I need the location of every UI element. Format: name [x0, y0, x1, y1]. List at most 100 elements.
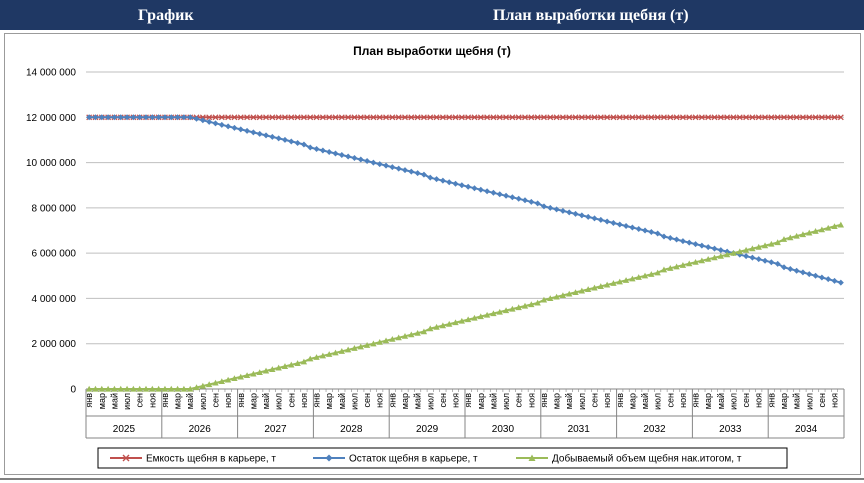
- y-tick-label: 2 000 000: [32, 339, 77, 350]
- data-point: [616, 221, 623, 228]
- x-month-label: июл: [804, 393, 814, 410]
- data-point: [806, 114, 813, 121]
- data-point: [180, 114, 187, 121]
- data-point: [401, 332, 409, 339]
- x-year-label: 2029: [416, 424, 439, 435]
- data-point: [332, 349, 339, 356]
- data-point: [364, 114, 371, 121]
- data-point: [174, 385, 181, 392]
- data-point: [104, 385, 112, 392]
- data-point: [319, 352, 327, 359]
- data-point: [534, 200, 541, 207]
- data-point: [686, 260, 693, 267]
- data-point: [521, 302, 529, 309]
- data-point: [382, 337, 390, 344]
- data-point: [717, 252, 725, 259]
- data-point: [427, 114, 434, 121]
- data-point: [458, 182, 465, 189]
- data-point: [85, 385, 93, 392]
- data-point: [559, 207, 566, 214]
- data-point: [673, 236, 680, 243]
- x-month-label: май: [488, 393, 498, 409]
- data-point: [825, 276, 832, 283]
- data-point: [471, 185, 478, 192]
- data-point: [597, 216, 604, 223]
- data-point: [338, 348, 346, 354]
- data-point: [294, 360, 301, 366]
- data-point: [496, 308, 503, 315]
- data-point: [837, 279, 844, 286]
- data-point: [168, 114, 175, 121]
- data-point: [825, 224, 832, 231]
- x-month-label: сен: [665, 393, 675, 408]
- header-bar: График План выработки щебня (т): [0, 0, 864, 30]
- data-point: [509, 114, 516, 121]
- data-point: [496, 191, 503, 198]
- data-point: [244, 127, 251, 134]
- data-point: [509, 194, 516, 201]
- data-point: [427, 174, 434, 181]
- data-point: [439, 177, 446, 184]
- data-point: [673, 114, 680, 121]
- x-month-label: сен: [741, 393, 751, 408]
- data-point: [635, 114, 642, 121]
- data-point: [705, 114, 712, 121]
- data-point: [711, 245, 718, 252]
- data-point: [692, 259, 699, 265]
- data-point: [433, 114, 440, 121]
- data-point: [86, 114, 93, 121]
- data-point: [281, 363, 289, 369]
- x-month-label: июл: [653, 393, 663, 410]
- x-month-label: мар: [476, 393, 486, 409]
- x-month-label: сен: [362, 393, 372, 408]
- data-point: [98, 114, 105, 121]
- data-point: [597, 114, 604, 121]
- x-month-label: май: [564, 393, 574, 409]
- data-point: [263, 132, 270, 139]
- data-point: [326, 114, 333, 121]
- data-point: [692, 114, 699, 121]
- data-point: [686, 114, 693, 121]
- data-point: [635, 225, 642, 232]
- data-point: [307, 355, 314, 362]
- legend-marker: [122, 454, 130, 462]
- data-point: [244, 114, 251, 121]
- data-point: [414, 170, 421, 177]
- data-point: [458, 317, 466, 324]
- data-point: [187, 385, 194, 392]
- data-point: [781, 114, 787, 121]
- x-year-label: 2034: [795, 424, 818, 435]
- data-point: [300, 141, 307, 148]
- data-point: [300, 114, 307, 121]
- x-year-label: 2031: [568, 424, 591, 435]
- data-point: [717, 247, 724, 254]
- x-month-label: июл: [274, 393, 284, 410]
- data-point: [692, 241, 699, 248]
- data-point: [408, 331, 415, 338]
- x-month-label: янв: [539, 393, 549, 408]
- y-tick-label: 0: [70, 385, 76, 396]
- x-month-label: июл: [198, 393, 208, 410]
- data-point: [623, 222, 630, 229]
- data-point: [288, 114, 295, 121]
- data-point: [705, 244, 712, 251]
- x-month-label: мар: [248, 393, 258, 409]
- x-month-label: май: [640, 393, 650, 409]
- data-point: [743, 253, 750, 260]
- data-point: [325, 351, 333, 357]
- data-point: [502, 307, 510, 314]
- data-point: [452, 319, 459, 326]
- data-point: [92, 385, 99, 392]
- data-point: [262, 367, 270, 374]
- data-point: [780, 264, 787, 271]
- bottom-divider: [0, 478, 864, 480]
- data-point: [376, 339, 383, 345]
- data-point: [123, 385, 131, 392]
- y-tick-label: 6 000 000: [32, 249, 77, 260]
- data-point: [345, 114, 352, 121]
- data-point: [168, 385, 175, 392]
- data-point: [111, 385, 118, 392]
- data-point: [698, 257, 706, 264]
- data-point: [142, 385, 150, 392]
- data-point: [402, 114, 408, 121]
